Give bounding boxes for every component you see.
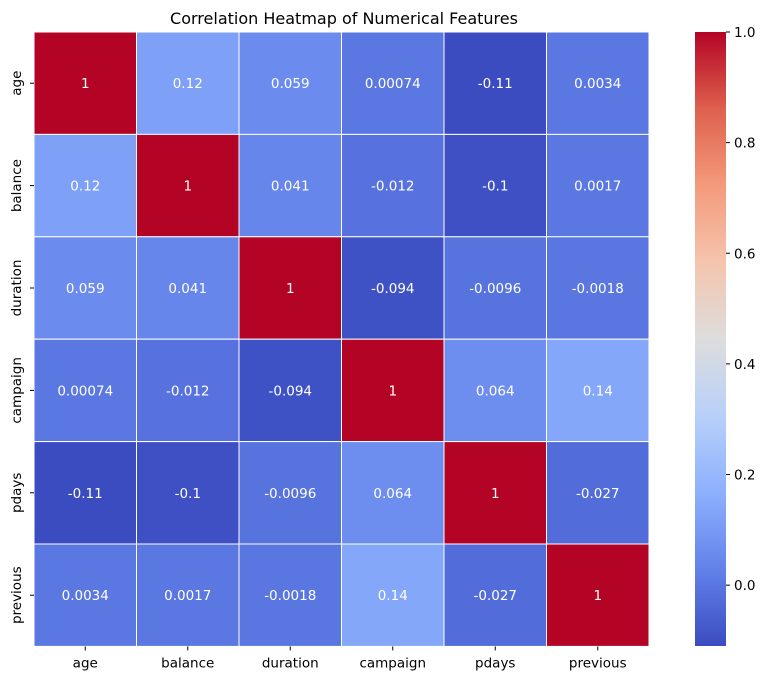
colorbar-gradient <box>695 32 726 646</box>
cell-value-label: 1 <box>388 383 397 399</box>
heatmap-cell <box>238 31 342 135</box>
cell-value-label: 0.064 <box>476 383 515 399</box>
x-axis-ticks: age balance duration campaign pdays previous <box>73 646 627 671</box>
cell-value-label: -0.094 <box>371 281 415 297</box>
y-tick-label: pdays <box>9 473 25 513</box>
cell-value-label: 0.059 <box>66 281 105 297</box>
cell-value-label: 0.064 <box>373 486 412 502</box>
heatmap-cell <box>341 338 445 443</box>
heatmap-cell <box>443 338 547 443</box>
cell-value-label: 1 <box>593 588 602 604</box>
x-tick-label: age <box>73 655 98 671</box>
colorbar-tick-label: 0.8 <box>734 136 755 152</box>
cell-value-label: -0.012 <box>371 179 415 195</box>
cell-value-label: -0.1 <box>175 486 201 502</box>
heatmap-cell <box>33 31 137 135</box>
cell-value-label: -0.1 <box>482 179 508 195</box>
heatmap-cell <box>546 543 650 647</box>
cell-value-label: -0.0096 <box>264 486 316 502</box>
heatmap-cell <box>33 236 137 340</box>
cell-value-label: 0.14 <box>378 588 408 604</box>
heatmap-cell <box>341 441 445 545</box>
x-tick-label: campaign <box>359 655 426 671</box>
y-tick-label: previous <box>9 566 25 624</box>
cell-value-label: 0.0017 <box>164 588 211 604</box>
cell-value-label: 0.00074 <box>57 383 113 399</box>
cell-value-label: 0.12 <box>70 179 100 195</box>
cell-value-label: 0.0034 <box>574 76 621 92</box>
cell-value-label: -0.0018 <box>572 281 624 297</box>
cell-value-label: -0.027 <box>473 588 517 604</box>
cell-value-label: 1 <box>81 76 90 92</box>
heatmap-cell <box>33 543 137 647</box>
cell-value-label: -0.11 <box>478 76 513 92</box>
cell-value-label: -0.0096 <box>469 281 521 297</box>
heatmap-cell <box>546 31 650 135</box>
cell-value-label: 0.041 <box>168 281 207 297</box>
x-tick-label: previous <box>569 655 627 671</box>
heatmap-cell <box>136 133 240 238</box>
heatmap-cell <box>33 338 137 443</box>
heatmap-cell <box>136 338 240 443</box>
heatmap-cell <box>136 31 240 135</box>
y-axis-ticks: age balance duration campaign pdays previous <box>9 71 34 624</box>
heatmap-cell <box>546 441 650 545</box>
colorbar: 0.0 0.2 0.4 0.6 0.8 1.0 <box>695 25 755 646</box>
heatmap-cell <box>546 133 650 238</box>
y-tick-label: age <box>9 71 25 96</box>
heatmap-cell <box>341 31 445 135</box>
x-tick-label: balance <box>161 655 214 671</box>
heatmap-cell <box>341 133 445 238</box>
colorbar-tick-label: 0.0 <box>734 578 755 594</box>
cell-value-label: 0.0034 <box>62 588 109 604</box>
heatmap-cell <box>443 441 547 545</box>
cell-value-label: -0.11 <box>68 486 103 502</box>
cell-value-label: -0.0018 <box>264 588 316 604</box>
cell-value-label: 1 <box>286 281 295 297</box>
chart-title: Correlation Heatmap of Numerical Feature… <box>170 9 518 28</box>
cell-value-label: 1 <box>491 486 500 502</box>
x-tick-label: duration <box>262 655 319 671</box>
cell-value-label: 0.059 <box>271 76 310 92</box>
cell-value-label: -0.027 <box>576 486 620 502</box>
y-tick-label: campaign <box>9 357 25 424</box>
heatmap-cell <box>238 338 342 443</box>
heatmap-cell <box>136 236 240 340</box>
heatmap-cell <box>443 236 547 340</box>
heatmap-cell <box>546 338 650 443</box>
x-tick-label: pdays <box>475 655 515 671</box>
heatmap-cell <box>238 236 342 340</box>
heatmap-cell <box>443 543 547 647</box>
heatmap-cell <box>238 441 342 545</box>
heatmap-cell <box>546 236 650 340</box>
cell-value-label: 0.12 <box>173 76 203 92</box>
heatmap-cell <box>33 441 137 545</box>
heatmap-cell <box>443 31 547 135</box>
cell-value-label: 0.00074 <box>365 76 421 92</box>
y-tick-label: balance <box>9 159 25 212</box>
heatmap-cell <box>341 236 445 340</box>
cell-value-label: 0.14 <box>583 383 613 399</box>
cell-value-label: 0.0017 <box>574 179 621 195</box>
colorbar-tick-label: 0.2 <box>734 468 755 484</box>
cell-value-label: 1 <box>183 179 192 195</box>
cell-value-label: 0.041 <box>271 179 310 195</box>
y-tick-label: duration <box>9 260 25 317</box>
cell-value-label: -0.012 <box>166 383 210 399</box>
colorbar-tick-label: 1.0 <box>734 25 755 41</box>
cell-value-label: -0.094 <box>268 383 312 399</box>
colorbar-tick-label: 0.4 <box>734 357 755 373</box>
colorbar-tick-label: 0.6 <box>734 246 755 262</box>
